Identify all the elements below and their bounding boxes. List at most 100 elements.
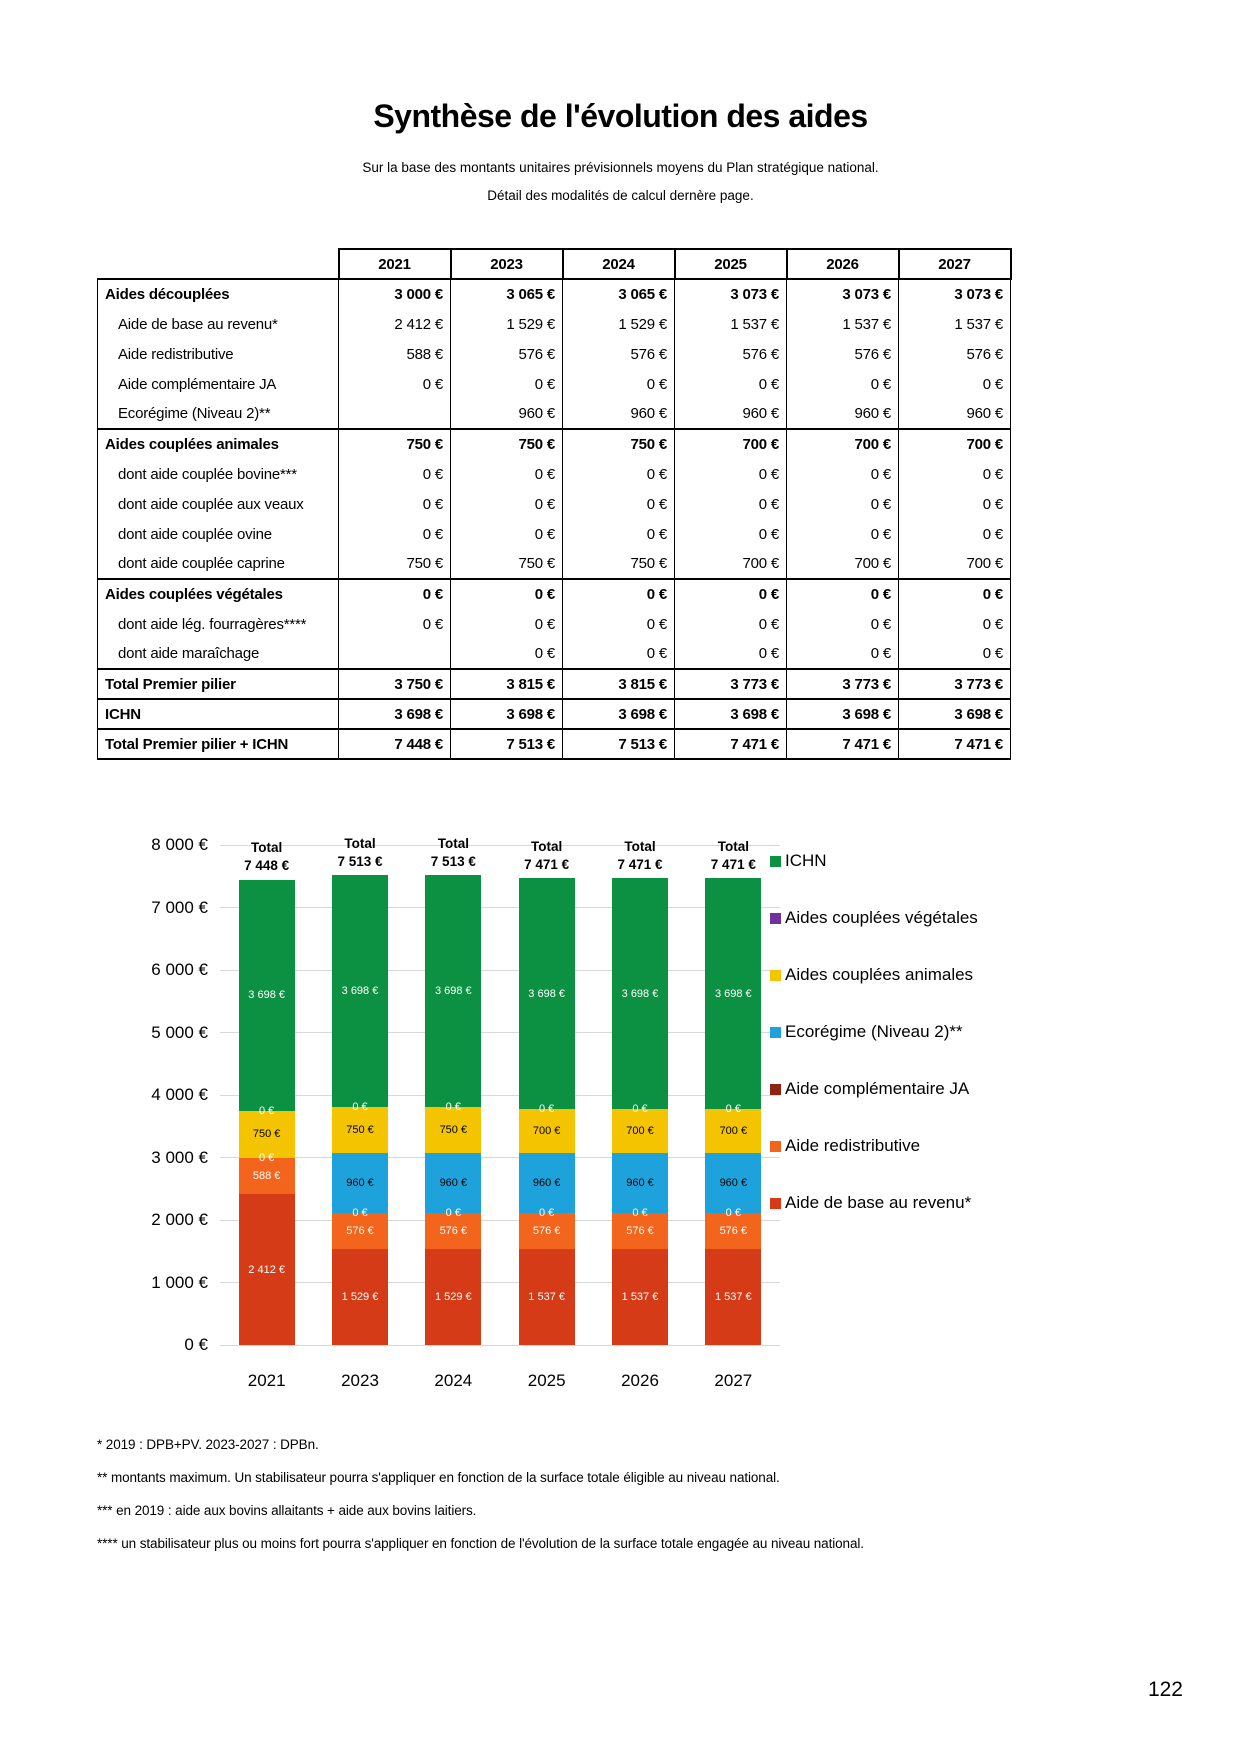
bar-value-label: 0 € <box>259 1151 275 1164</box>
bar-total-label: Total 7 471 € <box>594 838 686 873</box>
cell-value: 3 815 € <box>450 668 563 699</box>
cell-value: 1 529 € <box>562 309 675 339</box>
legend-item: Aide de base au revenu* <box>770 1193 978 1213</box>
cell-value: 0 € <box>338 609 451 639</box>
row-label: Aides couplées animales <box>97 428 339 459</box>
cell-value: 0 € <box>786 519 899 549</box>
cell-value <box>338 399 451 429</box>
page-subtitle-1: Sur la base des montants unitaires prévi… <box>362 160 879 175</box>
bar-total-value: 7 513 € <box>337 853 383 869</box>
y-tick-label: 4 000 € <box>151 1085 208 1104</box>
y-tick-label: 6 000 € <box>151 960 208 979</box>
legend-swatch <box>770 855 781 867</box>
table-row: Aide de base au revenu* 2 412 €1 529 €1 5… <box>97 309 1011 339</box>
bar-value-label: 0 € <box>259 1104 275 1117</box>
bar-value-label: 0 € <box>445 1100 461 1113</box>
cell-value: 0 € <box>674 369 787 399</box>
cell-value: 0 € <box>786 459 899 489</box>
legend-label: Aides couplées végétales <box>785 908 978 927</box>
chart-plot: 0 € 1 000 € 2 000 € 3 000 € 4 000 € 5 000 € 6 … <box>120 835 780 1390</box>
cell-value: 3 698 € <box>786 698 899 729</box>
table-row: Aides couplées végétales 0 €0 €0 €0 €0 €0… <box>97 578 1011 609</box>
bar-value-label: 0 € <box>352 1207 368 1220</box>
footnote-4: **** un stabilisateur plus ou moins fort… <box>97 1536 864 1551</box>
legend-item: ICHN <box>770 851 978 871</box>
table-row: Aides découplées 3 000 €3 065 €3 065 €3 0… <box>97 278 1011 309</box>
bar-total-title: Total <box>437 836 469 852</box>
cell-value: 3 698 € <box>562 698 675 729</box>
bar-segment <box>425 1249 482 1345</box>
row-label: Aide redistributive <box>97 339 339 369</box>
cell-value: 0 € <box>562 578 675 609</box>
legend-item: Aides couplées animales <box>770 965 978 985</box>
y-tick-label: 8 000 € <box>151 835 208 854</box>
cell-value: 0 € <box>338 459 451 489</box>
cell-value: 0 € <box>898 519 1011 549</box>
bar-segment <box>612 1212 668 1249</box>
bar-value-label: 3 698 € <box>341 985 379 997</box>
bar-total-label: Total 7 513 € <box>314 835 406 870</box>
cell-value: 960 € <box>786 399 899 429</box>
bar-value-label: 2 412 € <box>248 1263 285 1276</box>
bar-value-label: 960 € <box>626 1176 654 1189</box>
row-label: dont aide maraîchage <box>97 639 339 669</box>
bar-value-label: 700 € <box>532 1125 561 1138</box>
cell-value: 7 513 € <box>450 728 563 760</box>
gridline <box>220 1157 780 1158</box>
bar-value-label: 0 € <box>539 1206 555 1219</box>
bar-value-label: 960 € <box>346 1177 374 1190</box>
bar-total-title: Total <box>251 840 283 856</box>
y-tick-label: 3 000 € <box>151 1147 208 1167</box>
bar-segment <box>705 878 762 1110</box>
gridline <box>220 1282 780 1283</box>
cell-value: 7 513 € <box>562 728 675 760</box>
table-row: dont aide couplée caprine 750 €750 €750 €… <box>97 549 1011 579</box>
bar-segment <box>332 875 388 1107</box>
gridline <box>220 844 780 846</box>
cell-value: 960 € <box>562 399 675 429</box>
table-col-header: 2025 <box>673 248 788 280</box>
table-row: dont aide couplée bovine*** 0 €0 €0 €0 €0… <box>97 459 1011 489</box>
row-label: Total Premier pilier <box>97 668 339 699</box>
bar-value-label: 576 € <box>439 1225 468 1238</box>
cell-value: 0 € <box>450 489 563 519</box>
cell-value: 0 € <box>786 639 899 669</box>
legend-item: Ecorégime (Niveau 2)** <box>770 1022 978 1042</box>
bar-segment <box>705 1212 762 1249</box>
bar-value-label: 0 € <box>632 1206 648 1219</box>
cell-value: 588 € <box>338 339 451 369</box>
aid-table: 2021 2023 2024 2025 2026 2027 Aides découplée… <box>97 248 1012 760</box>
legend-item: Aide complémentaire JA <box>770 1079 978 1099</box>
cell-value: 7 471 € <box>898 728 1011 760</box>
cell-value: 960 € <box>898 399 1011 429</box>
gridline <box>220 1219 780 1221</box>
row-label: ICHN <box>97 698 339 729</box>
legend-swatch <box>770 912 781 924</box>
table-row: Aides couplées animales 750 €750 €750 €70… <box>97 428 1011 459</box>
bar-value-label: 960 € <box>532 1176 561 1189</box>
bar-total-value: 7 513 € <box>430 853 476 869</box>
cell-value: 1 537 € <box>786 309 899 339</box>
cell-value: 0 € <box>674 519 787 549</box>
row-label: Aides couplées végétales <box>97 578 339 609</box>
bar-total-title: Total <box>624 838 656 854</box>
cell-value: 0 € <box>450 639 563 669</box>
cell-value: 0 € <box>562 369 675 399</box>
table-row: Aide complémentaire JA 0 €0 €0 €0 €0 €0 € <box>97 369 1011 399</box>
table-row: Ecorégime (Niveau 2)** 960 €960 €960 €960… <box>97 399 1011 429</box>
cell-value: 0 € <box>562 519 675 549</box>
cell-value: 0 € <box>786 489 899 519</box>
bar-segment <box>518 1152 575 1213</box>
bar-segment <box>425 875 482 1107</box>
bar-value-label: 588 € <box>252 1169 281 1182</box>
table-row: Total Premier pilier + ICHN 7 448 €7 513 … <box>97 728 1011 760</box>
bar-segment <box>705 1109 762 1153</box>
cell-value: 3 773 € <box>898 668 1011 699</box>
table-row: dont aide couplée aux veaux 0 €0 €0 €0 €0… <box>97 489 1011 519</box>
cell-value: 576 € <box>898 339 1011 369</box>
cell-value: 3 698 € <box>450 698 563 729</box>
footnote-2: ** montants maximum. Un stabilisateur po… <box>97 1470 780 1485</box>
table-row: dont aide couplée ovine 0 €0 €0 €0 €0 €0 … <box>97 519 1011 549</box>
aid-evolution-chart: 0 € 1 000 € 2 000 € 3 000 € 4 000 € 5 000 € 6 … <box>120 835 1220 1415</box>
row-label: dont aide lég. fourragères**** <box>97 609 339 639</box>
